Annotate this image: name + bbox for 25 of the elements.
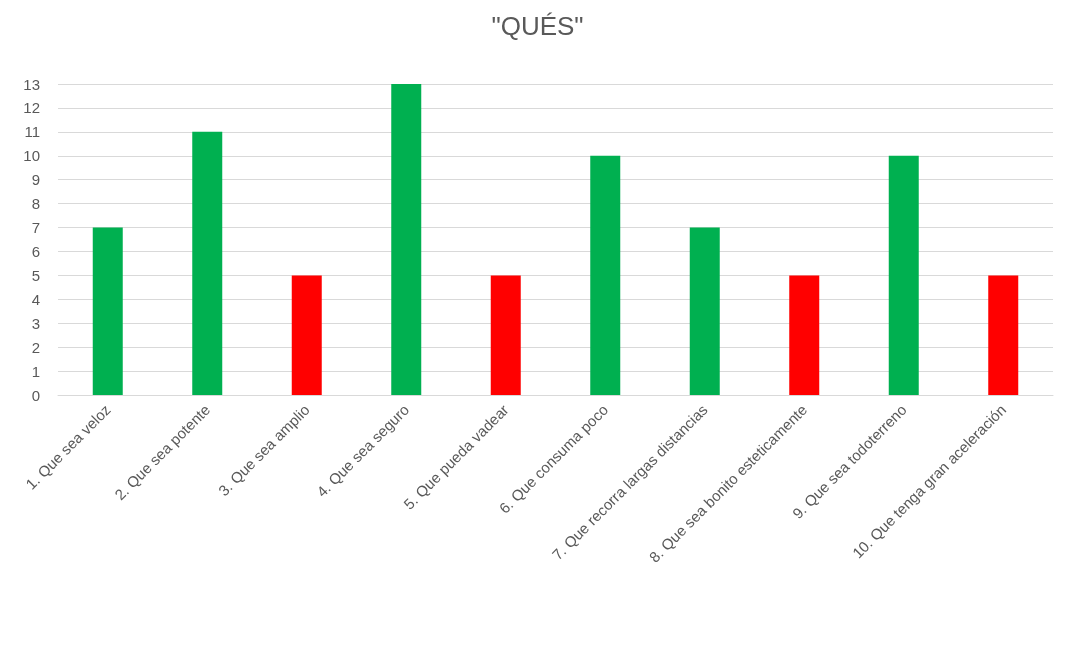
bar bbox=[291, 275, 322, 395]
y-tick-label: 2 bbox=[31, 338, 40, 356]
y-tick-label: 9 bbox=[31, 171, 40, 189]
y-tick-label: 3 bbox=[31, 314, 40, 332]
y-tick-label: 13 bbox=[23, 75, 40, 93]
bar bbox=[888, 155, 919, 395]
y-tick-label: 8 bbox=[31, 195, 40, 213]
y-tick-label: 5 bbox=[31, 266, 40, 284]
y-tick-label: 12 bbox=[23, 99, 40, 117]
bar bbox=[689, 227, 720, 395]
bar bbox=[92, 227, 123, 395]
y-tick-label: 11 bbox=[24, 123, 40, 141]
y-tick-label: 10 bbox=[23, 147, 40, 165]
bar bbox=[988, 275, 1019, 395]
bar bbox=[391, 84, 422, 395]
y-tick-label: 6 bbox=[31, 242, 40, 260]
bar bbox=[192, 131, 223, 395]
chart-title: "QUÉS" bbox=[491, 11, 584, 41]
y-tick-label: 0 bbox=[31, 386, 40, 404]
bar bbox=[490, 275, 521, 395]
bar bbox=[590, 155, 621, 395]
y-tick-label: 7 bbox=[31, 219, 40, 237]
y-tick-label: 4 bbox=[31, 290, 40, 308]
bar bbox=[789, 275, 820, 395]
y-tick-label: 1 bbox=[31, 362, 40, 380]
